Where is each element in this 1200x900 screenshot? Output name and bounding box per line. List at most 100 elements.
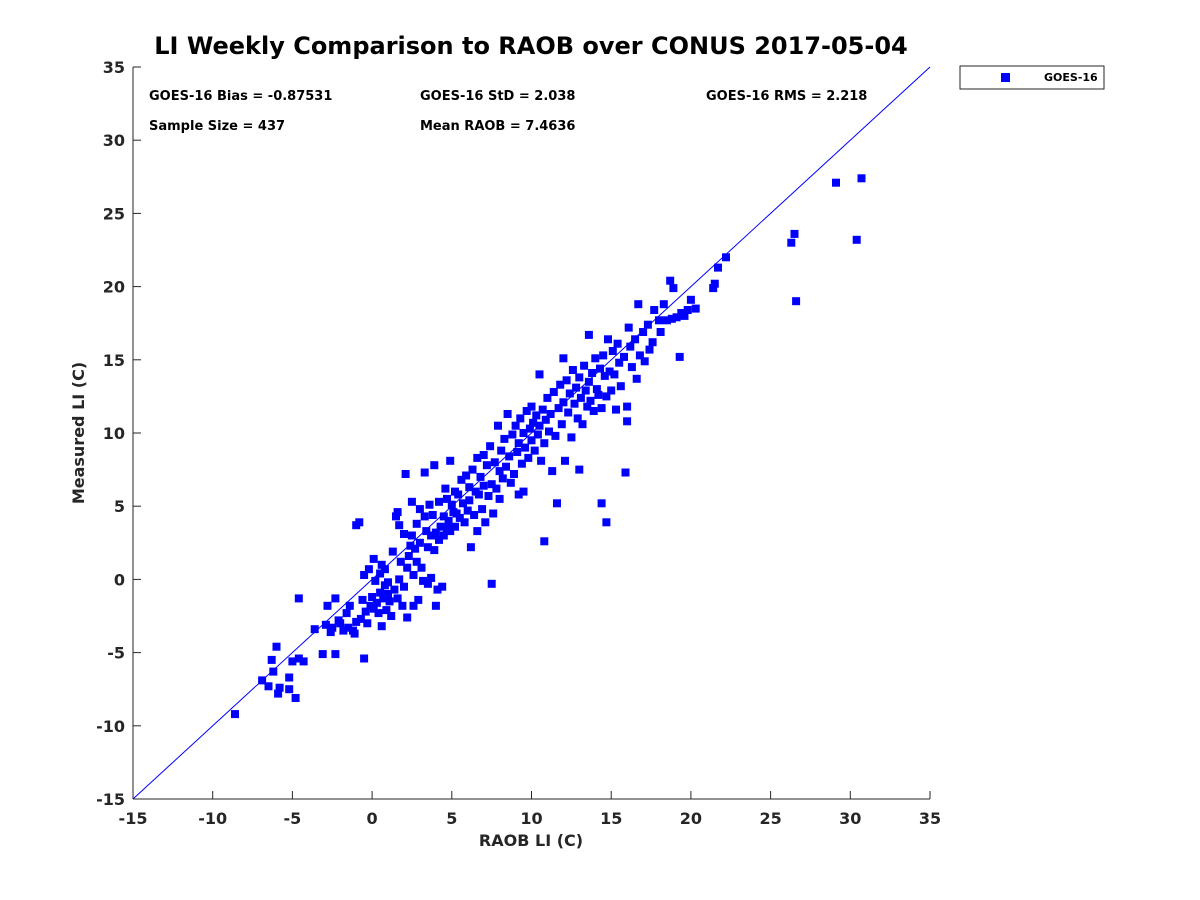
- data-point: [435, 497, 443, 506]
- data-point: [409, 571, 418, 579]
- data-point: [344, 623, 353, 632]
- chart-title: LI Weekly Comparison to RAOB over CONUS …: [154, 32, 907, 60]
- data-point: [478, 505, 487, 514]
- data-point: [269, 667, 278, 676]
- data-point: [484, 492, 493, 500]
- data-point: [517, 459, 526, 468]
- data-point: [363, 619, 372, 628]
- data-point: [407, 531, 416, 540]
- data-point: [411, 544, 420, 553]
- data-point: [576, 393, 585, 402]
- data-point: [594, 390, 603, 399]
- data-point: [672, 313, 681, 322]
- data-point: [377, 622, 386, 631]
- y-tick-label: 15: [103, 351, 125, 370]
- data-point: [545, 427, 553, 436]
- data-point: [288, 657, 297, 666]
- data-point: [602, 392, 611, 401]
- data-point: [409, 601, 418, 610]
- y-tick-label: 35: [103, 58, 125, 77]
- data-point: [275, 683, 284, 692]
- data-point: [412, 519, 421, 528]
- data-point: [568, 366, 577, 374]
- data-point: [457, 475, 466, 484]
- data-point: [656, 328, 665, 336]
- data-point: [272, 642, 281, 651]
- stat-bias: GOES-16 Bias = -0.87531: [149, 89, 332, 104]
- data-point: [326, 628, 335, 637]
- data-point: [331, 650, 340, 659]
- data-point: [540, 537, 549, 546]
- data-point: [395, 521, 404, 530]
- stat-mean-raob: Mean RAOB = 7.4636: [420, 119, 575, 134]
- data-point: [460, 518, 469, 527]
- data-point: [588, 369, 597, 377]
- data-point: [451, 522, 459, 531]
- data-point: [446, 527, 455, 536]
- data-point: [627, 363, 636, 372]
- data-point: [612, 405, 620, 414]
- data-point: [540, 439, 549, 448]
- data-point: [444, 516, 453, 525]
- data-point: [623, 402, 632, 411]
- x-tick-label: 35: [919, 809, 941, 828]
- data-point: [591, 354, 600, 363]
- data-point: [382, 606, 391, 615]
- data-point: [589, 407, 598, 415]
- x-tick-label: 20: [680, 809, 702, 828]
- data-point: [396, 557, 405, 566]
- data-point: [487, 480, 496, 489]
- data-point: [474, 490, 483, 499]
- data-point: [503, 410, 512, 418]
- data-point: [328, 623, 337, 632]
- data-point: [466, 543, 475, 552]
- data-point: [384, 578, 392, 587]
- y-tick-label: -10: [96, 717, 125, 736]
- data-point: [632, 374, 641, 383]
- data-point: [482, 461, 491, 470]
- data-point: [655, 316, 663, 325]
- data-point: [267, 655, 276, 664]
- data-point: [285, 673, 294, 682]
- data-point: [392, 512, 400, 521]
- data-point: [423, 579, 432, 588]
- data-point: [459, 499, 467, 508]
- data-point: [412, 557, 421, 566]
- data-point: [562, 376, 571, 385]
- data-point: [506, 478, 515, 487]
- data-point: [792, 297, 801, 306]
- data-point: [852, 235, 861, 244]
- x-axis-ticks: -15 -10 -5 0 5 10 15 20 25 30 35: [119, 791, 941, 828]
- data-point: [527, 402, 536, 411]
- data-point: [355, 518, 364, 527]
- data-point: [441, 484, 450, 493]
- data-point: [400, 530, 408, 538]
- data-point: [430, 461, 439, 470]
- data-point: [650, 306, 659, 314]
- data-point: [624, 323, 633, 332]
- data-point: [634, 300, 643, 309]
- data-point: [414, 595, 423, 604]
- data-point: [473, 453, 482, 462]
- data-point: [857, 174, 866, 183]
- y-axis-ticks: 35 30 25 20 15 10 5 0 -5 -10 -15: [96, 58, 141, 809]
- data-point: [640, 357, 649, 366]
- data-point: [533, 430, 542, 439]
- data-point: [377, 560, 386, 569]
- data-point: [452, 509, 461, 518]
- x-tick-label: 0: [367, 809, 378, 828]
- data-point: [645, 345, 654, 354]
- data-point: [675, 352, 684, 361]
- data-point: [669, 284, 678, 293]
- stat-std: GOES-16 StD = 2.038: [420, 89, 575, 104]
- data-point: [423, 543, 432, 552]
- data-point: [431, 528, 440, 537]
- data-point: [342, 609, 351, 618]
- data-point: [527, 436, 536, 445]
- data-point: [264, 682, 273, 691]
- data-point: [532, 411, 541, 420]
- data-point: [430, 546, 439, 555]
- data-point: [620, 352, 628, 361]
- data-point: [428, 511, 437, 519]
- data-point: [447, 500, 456, 509]
